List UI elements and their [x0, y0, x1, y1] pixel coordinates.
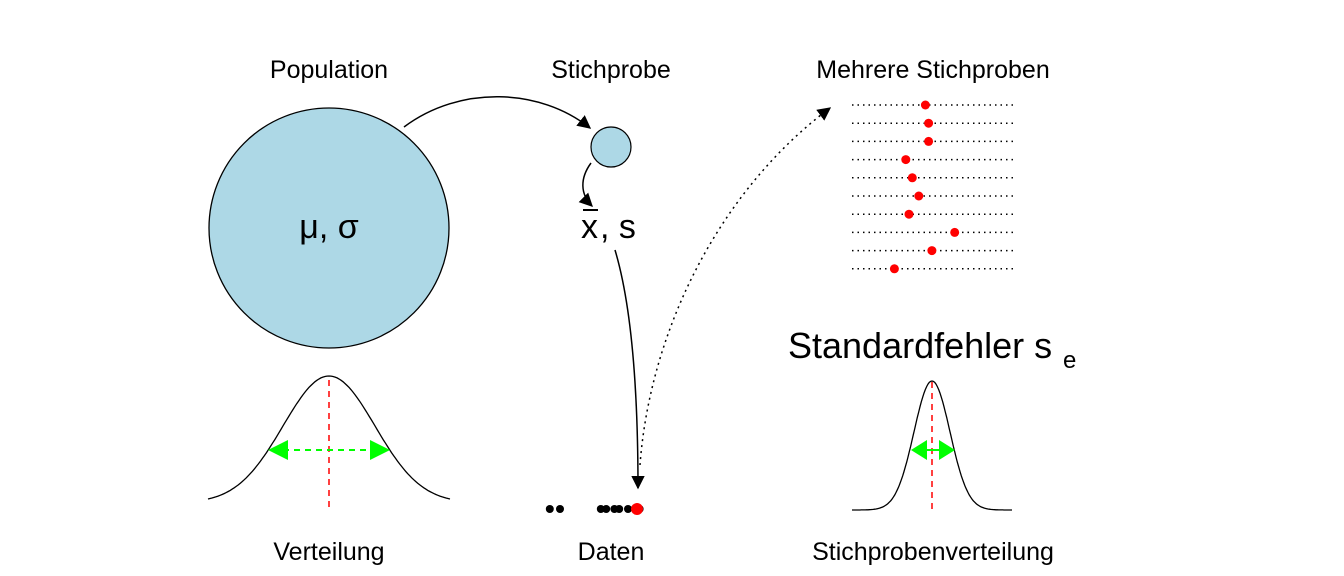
population-label: Population [270, 56, 388, 84]
sample-mean-symbol: x [581, 208, 598, 246]
mehrere-stichproben-label: Mehrere Stichproben [816, 56, 1049, 84]
sampling-distribution [852, 380, 1012, 512]
data-point [556, 505, 564, 513]
daten-label: Daten [578, 538, 645, 566]
arrow-sample-to-stats [578, 162, 593, 207]
data-point [545, 505, 554, 513]
arrow-data-to-samples [639, 107, 832, 466]
sample-mean-point [920, 100, 930, 110]
sample-mean-point [924, 136, 934, 146]
sampling-curve [852, 380, 1012, 511]
sample-mean-point [950, 227, 960, 237]
data-point [615, 505, 624, 513]
stichprobe-label: Stichprobe [551, 56, 671, 84]
sample-mean-point [927, 246, 937, 256]
arrow-stats-to-data [614, 249, 645, 490]
standardfehler-label: Standardfehler s e [788, 325, 1076, 374]
data-points [545, 503, 644, 515]
sample-circle [590, 126, 632, 168]
sample-statistics: x , s [581, 208, 636, 246]
sampling-spread-arrow-right [939, 440, 955, 460]
standardfehler-text: Standardfehler s [788, 325, 1052, 366]
stichprobenverteilung-label: Stichprobenverteilung [812, 538, 1054, 566]
sample-mean-point [904, 209, 914, 219]
population-curve [207, 375, 451, 500]
population-circle [208, 107, 450, 349]
data-point [624, 505, 632, 513]
arrow-population-to-sample [403, 96, 592, 129]
population-distribution [207, 375, 451, 510]
population-spread-arrow-left [268, 440, 288, 460]
sampling-spread-arrow-left [911, 440, 927, 460]
population-spread-arrow-right [370, 440, 390, 460]
multiple-samples [852, 100, 1015, 274]
sample-mean-point [914, 191, 924, 201]
sample-mean-point [901, 155, 911, 165]
population-params: μ, σ [299, 208, 358, 246]
sample-stat-rest: , s [600, 208, 636, 246]
sample-mean-point [889, 264, 899, 274]
standardfehler-subscript: e [1063, 347, 1076, 374]
sample-mean-point [907, 173, 917, 183]
verteilung-label: Verteilung [273, 538, 384, 566]
data-mean-point [631, 503, 643, 515]
sample-mean-point [924, 118, 934, 128]
data-point [602, 505, 611, 513]
